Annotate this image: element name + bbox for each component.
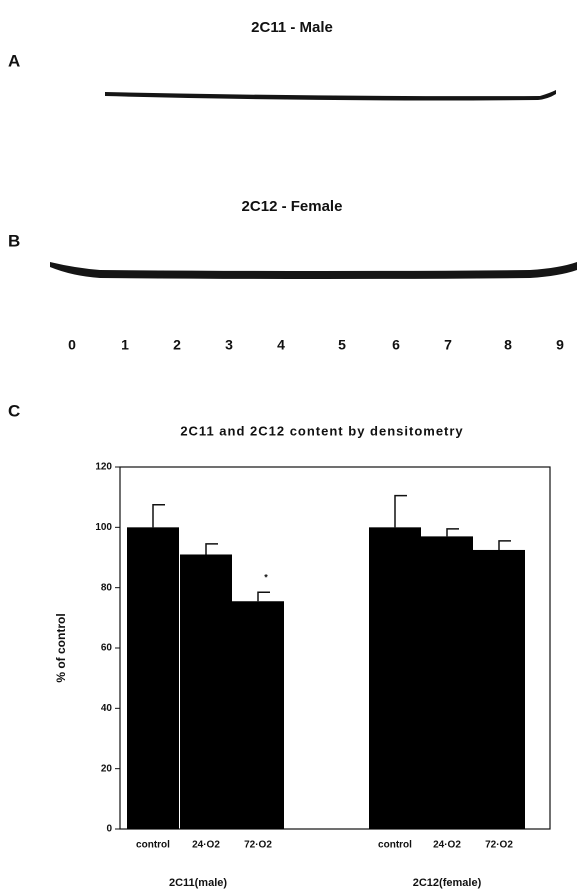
error-bar xyxy=(206,544,218,555)
bar xyxy=(180,554,232,829)
y-tick-label: 120 xyxy=(95,462,112,473)
figure: 2C11 - Male A 2C12 - Female B C 2C11 and… xyxy=(0,0,577,893)
bar xyxy=(232,601,284,829)
y-tick-label: 100 xyxy=(95,522,112,533)
lane-number: 7 xyxy=(444,337,452,353)
lane-number: 2 xyxy=(173,337,181,353)
error-bar xyxy=(153,505,165,528)
x-tick-label: 72·O2 xyxy=(244,840,272,851)
lane-number: 6 xyxy=(392,337,400,353)
error-bar xyxy=(447,529,459,537)
x-tick-label: 24·O2 xyxy=(192,840,220,851)
group-label: 2C11(male) xyxy=(169,877,227,889)
y-axis-label: % of control xyxy=(54,613,68,682)
y-tick-label: 80 xyxy=(101,582,113,593)
y-tick-label: 20 xyxy=(101,763,113,774)
y-tick-label: 0 xyxy=(106,824,112,835)
bar xyxy=(369,527,421,829)
x-tick-label: control xyxy=(378,840,412,851)
group-label: 2C12(female) xyxy=(413,877,482,889)
error-bar xyxy=(258,592,270,601)
lane-number: 4 xyxy=(277,337,285,353)
blot-band xyxy=(50,262,577,279)
lane-number: 1 xyxy=(121,337,129,353)
lane-number: 5 xyxy=(338,337,346,353)
blot-band xyxy=(105,90,556,101)
bar xyxy=(127,527,179,829)
lane-number: 8 xyxy=(504,337,512,353)
x-tick-label: control xyxy=(136,840,170,851)
annotation: * xyxy=(264,573,268,583)
x-tick-label: 24·O2 xyxy=(433,840,461,851)
blot-title: 2C11 - Male xyxy=(251,19,333,36)
chart-title: 2C11 and 2C12 content by densitometry xyxy=(180,423,463,438)
error-bar xyxy=(499,541,511,550)
lane-number: 3 xyxy=(225,337,233,353)
error-bar xyxy=(395,496,407,528)
panel-label: A xyxy=(8,51,20,70)
blot-title: 2C12 - Female xyxy=(242,198,343,215)
panel-label: C xyxy=(8,401,20,420)
y-tick-label: 40 xyxy=(101,703,113,714)
lane-number: 9 xyxy=(556,337,564,353)
bar xyxy=(473,550,525,829)
panel-label: B xyxy=(8,231,20,250)
bar xyxy=(421,536,473,829)
lane-number: 0 xyxy=(68,337,76,353)
y-tick-label: 60 xyxy=(101,643,113,654)
x-tick-label: 72·O2 xyxy=(485,840,513,851)
